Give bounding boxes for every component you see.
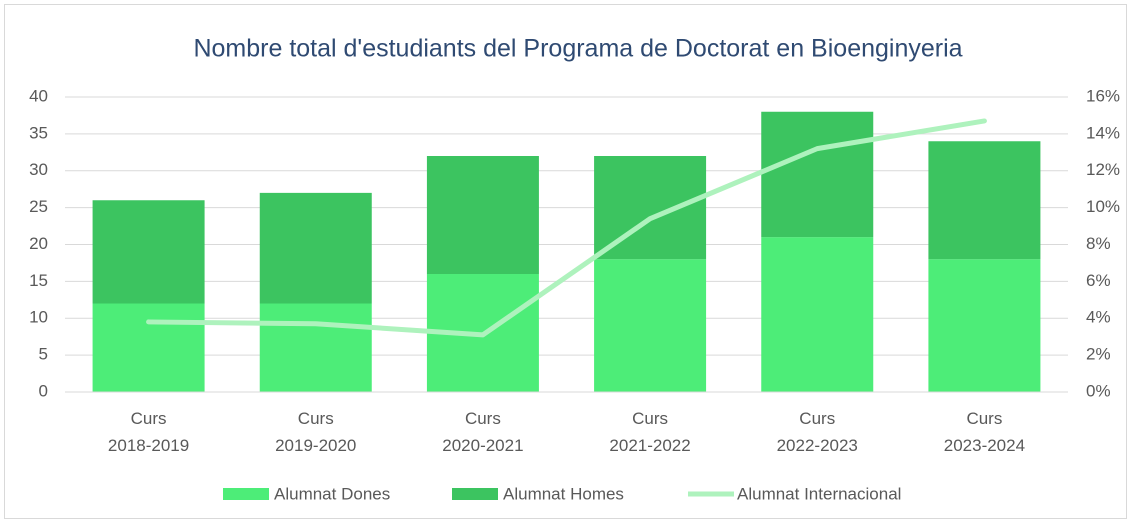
bar xyxy=(594,259,707,392)
bar xyxy=(928,259,1041,392)
y2-tick-label: 4% xyxy=(1086,308,1111,327)
legend-swatch xyxy=(223,488,269,500)
bar xyxy=(761,237,874,392)
y2-tick-label: 12% xyxy=(1086,160,1120,179)
y-tick-label: 40 xyxy=(29,86,48,105)
line xyxy=(146,118,987,338)
x-tick-label: Curs 2021-2022 xyxy=(609,409,690,455)
x-tick-label: Curs 2023-2024 xyxy=(944,409,1025,455)
y2-tick-label: 10% xyxy=(1086,197,1120,216)
y-tick-label: 35 xyxy=(29,123,48,142)
y2-tick-label: 8% xyxy=(1086,234,1111,253)
x-tick-label: Curs 2018-2019 xyxy=(108,409,189,455)
chart-title: Nombre total d'estudiants del Programa d… xyxy=(193,35,962,63)
x-tick-label: Curs 2020-2021 xyxy=(442,409,523,455)
bar xyxy=(92,200,205,304)
y-tick-label: 10 xyxy=(29,308,48,327)
legend-label: Alumnat Internacional xyxy=(737,484,901,503)
legend-label: Alumnat Homes xyxy=(503,484,624,503)
y2-tick-label: 14% xyxy=(1086,123,1120,142)
y-tick-label: 15 xyxy=(29,271,48,290)
bar xyxy=(92,303,205,392)
y2-tick-label: 16% xyxy=(1086,86,1120,105)
y-tick-label: 20 xyxy=(29,234,48,253)
x-tick-label: Curs 2019-2020 xyxy=(275,409,356,455)
bar xyxy=(761,111,874,238)
y-tick-label: 25 xyxy=(29,197,48,216)
y-tick-label: 30 xyxy=(29,160,48,179)
bar xyxy=(426,156,539,274)
y-tick-label: 0 xyxy=(39,381,48,400)
y-tick-label: 5 xyxy=(39,345,48,364)
legend-label: Alumnat Dones xyxy=(274,484,390,503)
bar xyxy=(259,303,372,392)
bar xyxy=(259,192,372,304)
y2-tick-label: 2% xyxy=(1086,345,1111,364)
legend-swatch xyxy=(452,488,498,500)
y2-tick-label: 6% xyxy=(1086,271,1111,290)
bar xyxy=(928,141,1041,260)
y2-tick-label: 0% xyxy=(1086,381,1111,400)
x-tick-label: Curs 2022-2023 xyxy=(777,409,858,455)
